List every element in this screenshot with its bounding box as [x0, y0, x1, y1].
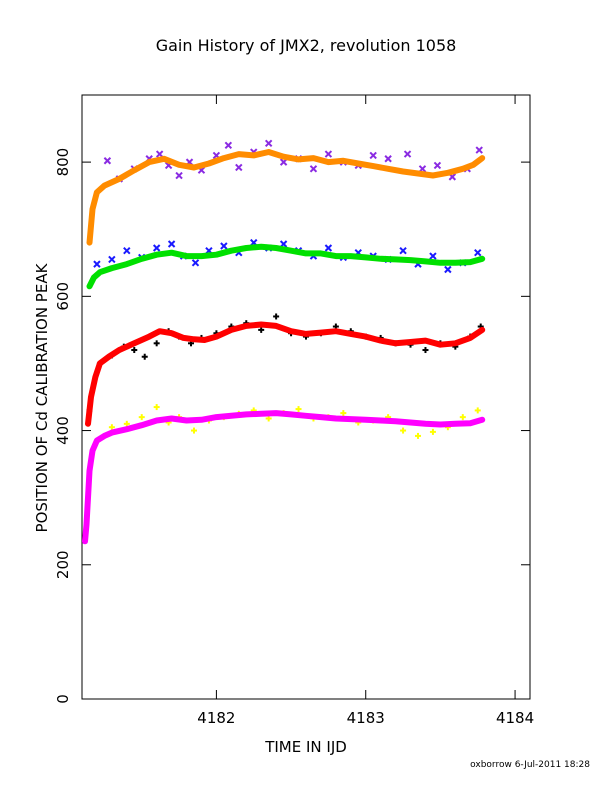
data-point [273, 313, 280, 320]
data-point [141, 353, 148, 360]
data-point [220, 242, 228, 250]
x-tick-label: 4183 [347, 709, 385, 727]
data-point [131, 347, 138, 354]
data-point [444, 265, 452, 274]
series-7-line [82, 410, 486, 545]
y-tick-label: 600 [54, 282, 72, 311]
data-point [324, 150, 333, 158]
data-point [474, 249, 482, 257]
series-3-line [86, 243, 486, 290]
data-point [295, 406, 302, 413]
x-tick-label: 4184 [496, 709, 534, 727]
data-point [191, 259, 200, 267]
data-point [153, 404, 160, 411]
data-point [167, 240, 176, 248]
data-point [415, 432, 421, 439]
data-point [175, 171, 183, 180]
series-1-line [86, 149, 486, 246]
data-point [475, 146, 483, 154]
series-7 [82, 410, 486, 545]
x-axis-label: TIME IN IJD [264, 738, 347, 756]
data-point [403, 150, 412, 158]
data-point [265, 415, 272, 422]
data-point [235, 163, 243, 172]
data-point [324, 244, 333, 252]
data-point [103, 157, 112, 165]
data-point [224, 141, 233, 150]
data-point [429, 252, 437, 260]
data-point [309, 165, 318, 173]
data-point [155, 150, 164, 158]
data-point [433, 161, 442, 170]
data-point [384, 155, 392, 163]
data-point [123, 246, 131, 255]
series-5 [85, 321, 486, 427]
y-tick-label: 200 [54, 550, 72, 579]
data-point [429, 428, 436, 435]
y-tick-label: 800 [54, 148, 72, 177]
data-series [82, 139, 486, 545]
x-tick-label: 4182 [197, 709, 235, 727]
data-point [258, 326, 265, 333]
data-point [123, 420, 130, 427]
data-point [340, 410, 347, 417]
data-point [152, 244, 161, 252]
data-point [399, 246, 407, 255]
data-point [369, 151, 377, 160]
plot-frame [81, 94, 531, 700]
y-tick-label: 400 [54, 416, 72, 445]
series-1 [86, 149, 486, 246]
y-tick-label: 0 [54, 694, 72, 704]
data-point [108, 255, 116, 264]
data-point [474, 407, 481, 414]
series-5-line [85, 321, 486, 427]
series-3 [86, 243, 486, 290]
data-point [138, 414, 145, 421]
axis-ticks: 0 200 400 600 800 4182 4183 4184 [54, 95, 534, 727]
chart-title: Gain History of JMX2, revolution 1058 [156, 36, 457, 55]
data-point [264, 139, 273, 148]
data-point [108, 424, 115, 431]
footer-stamp: oxborrow 6-Jul-2011 18:28 [470, 760, 590, 770]
data-point [422, 347, 429, 354]
data-point [459, 414, 466, 421]
data-point [153, 340, 160, 347]
data-point [400, 427, 407, 434]
y-axis-label: POSITION OF Cd CALIBRATION PEAK [33, 262, 51, 532]
data-point [191, 427, 197, 434]
data-point [93, 260, 101, 268]
